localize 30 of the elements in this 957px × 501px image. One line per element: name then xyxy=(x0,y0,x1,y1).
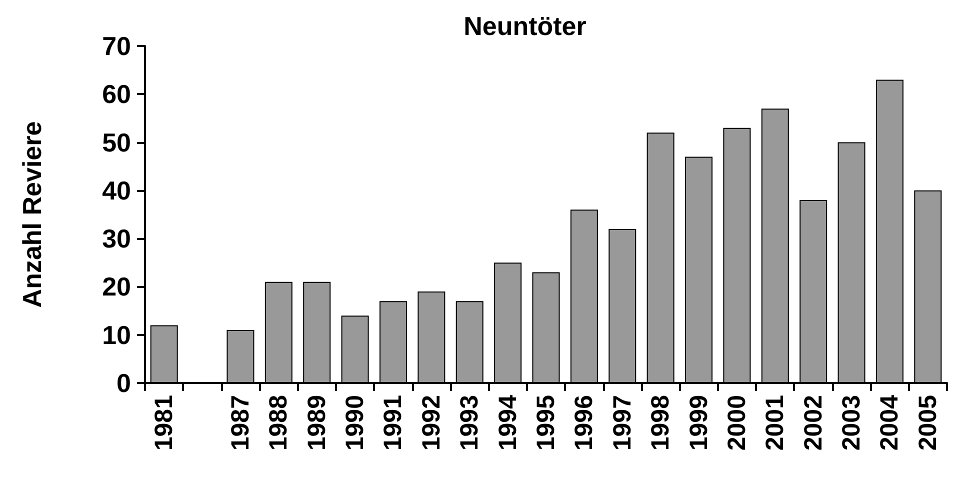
y-tick-label: 70 xyxy=(102,31,131,61)
x-tick-label: 1999 xyxy=(684,395,713,451)
x-tick-label: 2001 xyxy=(761,394,790,451)
x-tick-label: 1987 xyxy=(226,395,254,451)
y-axis-title: Anzahl Reviere xyxy=(17,121,47,308)
x-tick-label: 2000 xyxy=(722,395,751,451)
x-tick-label: 1989 xyxy=(302,395,331,451)
x-tick-label: 1981 xyxy=(150,394,178,451)
x-tick-label: 1990 xyxy=(341,395,370,451)
x-tick-label: 1996 xyxy=(570,395,598,451)
x-tick-label: 1998 xyxy=(646,394,675,451)
y-tick-label: 30 xyxy=(102,224,131,254)
y-tick-label: 40 xyxy=(102,175,131,206)
x-tick-label: 1991 xyxy=(379,394,408,451)
y-tick-label: 0 xyxy=(116,368,131,398)
y-tick-label: 50 xyxy=(102,127,131,158)
y-tick-label: 10 xyxy=(102,320,131,350)
x-tick-label: 1994 xyxy=(494,394,522,451)
chart-title: Neuntöter xyxy=(464,11,586,41)
y-tick-label: 20 xyxy=(102,272,131,302)
x-tick-label: 1995 xyxy=(532,394,560,451)
x-tick-label: 2004 xyxy=(876,394,904,451)
x-tick-label: 2002 xyxy=(799,395,828,451)
x-tick-label: 1988 xyxy=(264,394,293,451)
x-tick-label: 1993 xyxy=(456,395,484,451)
y-tick-label: 60 xyxy=(102,79,131,110)
x-tick-label: 2005 xyxy=(914,394,942,451)
x-tick-label: 1997 xyxy=(608,395,636,451)
x-tick-label: 1992 xyxy=(417,395,446,451)
x-tick-label: 2003 xyxy=(838,395,866,451)
